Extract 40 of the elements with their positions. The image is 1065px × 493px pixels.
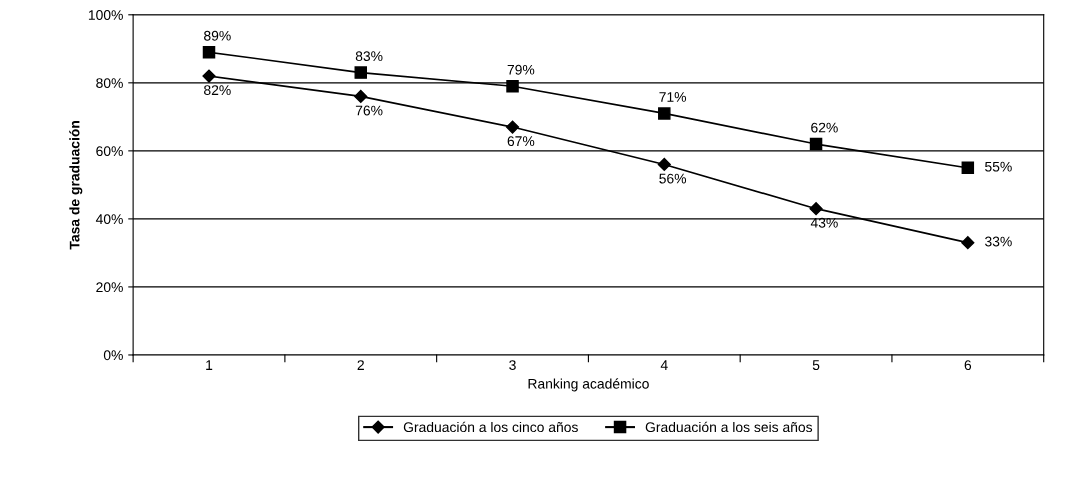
data-label: 67% (507, 136, 535, 147)
point (809, 137, 823, 151)
x-tick-label: 4 (660, 360, 668, 370)
point (202, 69, 216, 83)
y-tick-label: 20% (96, 282, 123, 293)
point (657, 157, 671, 172)
x-tick-label: 3 (509, 360, 516, 371)
data-label: 89% (204, 30, 231, 41)
x-axis-title: Ranking académico (528, 378, 649, 392)
y-tick-label: 0% (103, 350, 123, 361)
data-label: 82% (204, 85, 231, 96)
point (961, 236, 975, 250)
data-label: 43% (810, 217, 838, 228)
x-tick-label: 1 (206, 360, 213, 370)
legend-label: Graduación a los seis años (645, 421, 813, 433)
point (961, 161, 975, 175)
point (658, 107, 671, 120)
y-tick-label: 100% (88, 10, 123, 20)
data-label: 79% (507, 64, 535, 75)
y-tick-label: 40% (95, 214, 123, 225)
point (506, 79, 519, 93)
data-label: 55% (985, 161, 1012, 172)
data-label: 33% (985, 236, 1012, 247)
y-tick-label: 60% (96, 146, 123, 157)
data-label: 83% (355, 51, 383, 62)
x-tick-label: 6 (964, 360, 972, 371)
y-tick-label: 80% (96, 78, 123, 88)
point (505, 120, 520, 134)
point (809, 202, 823, 216)
x-tick-label: 2 (357, 360, 364, 370)
data-label: 71% (659, 92, 687, 102)
point (354, 89, 368, 104)
point (354, 66, 368, 79)
legend-label: Graduación a los cinco años (403, 421, 578, 433)
data-label: 56% (659, 173, 687, 184)
y-axis-title: Tasa de graduación (69, 121, 83, 250)
x-tick-label: 5 (812, 360, 820, 371)
point (202, 45, 216, 59)
data-label: 76% (355, 105, 383, 116)
data-label: 62% (811, 122, 838, 133)
